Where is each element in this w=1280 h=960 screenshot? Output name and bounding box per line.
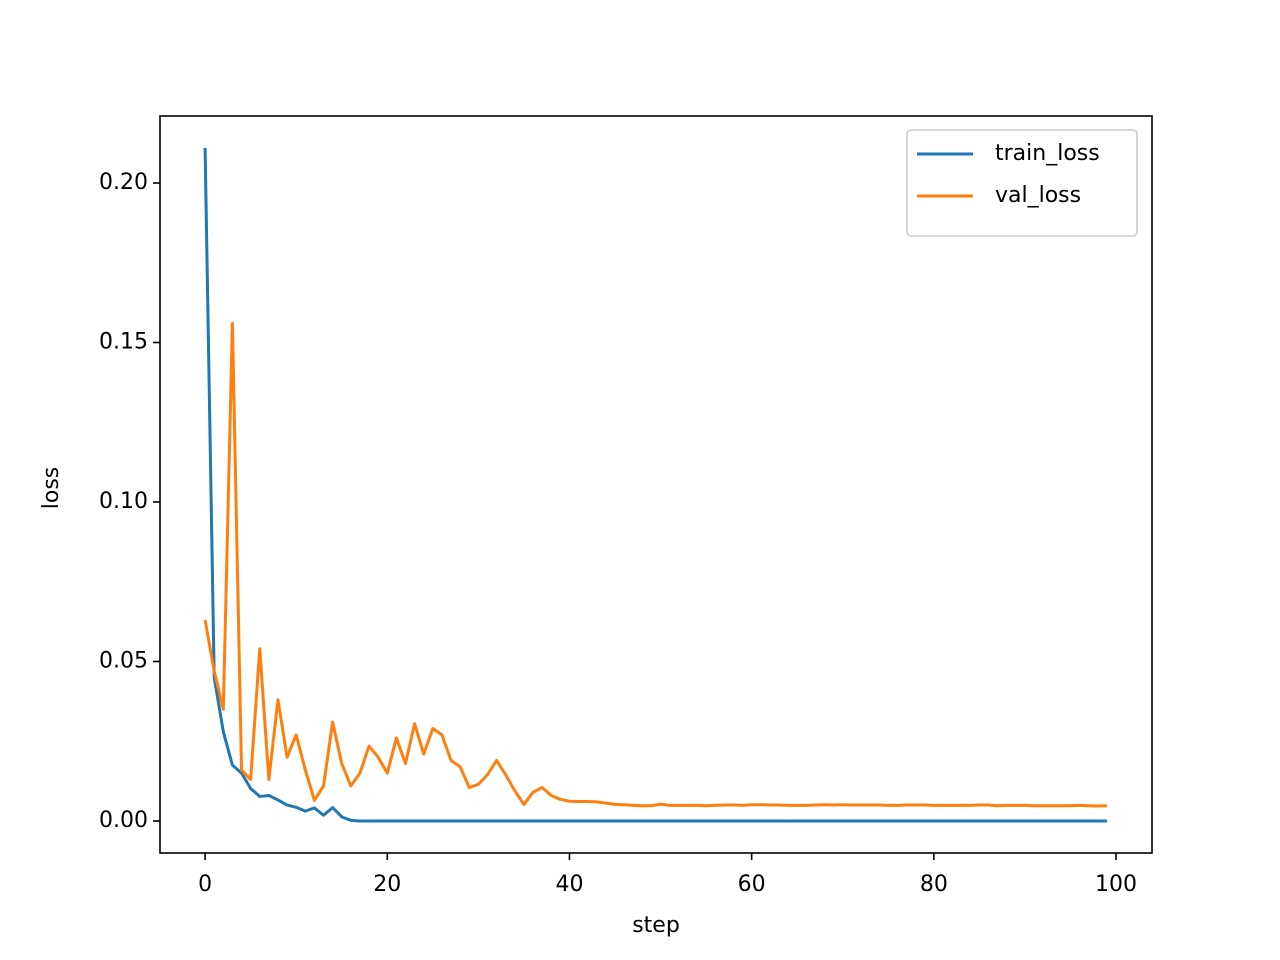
y-tick-label: 0.00	[99, 808, 148, 833]
x-tick-label: 60	[738, 872, 766, 897]
x-tick-label: 80	[920, 872, 948, 897]
legend-label: train_loss	[995, 141, 1100, 166]
y-tick-label: 0.20	[99, 170, 148, 195]
legend-box	[906, 129, 1138, 237]
y-tick-label: 0.10	[99, 489, 148, 514]
x-axis-label: step	[632, 913, 680, 938]
y-axis-label: loss	[39, 467, 64, 510]
y-tick-label: 0.05	[99, 649, 148, 674]
x-tick-label: 0	[198, 872, 212, 897]
legend-label: val_loss	[995, 183, 1081, 208]
line-series	[203, 147, 1107, 823]
y-tick-label: 0.15	[99, 329, 148, 354]
x-tick-label: 40	[555, 872, 583, 897]
line-series	[203, 321, 1107, 808]
x-tick-label: 100	[1095, 872, 1137, 897]
x-tick-label: 20	[373, 872, 401, 897]
plot-frame	[159, 115, 1153, 854]
